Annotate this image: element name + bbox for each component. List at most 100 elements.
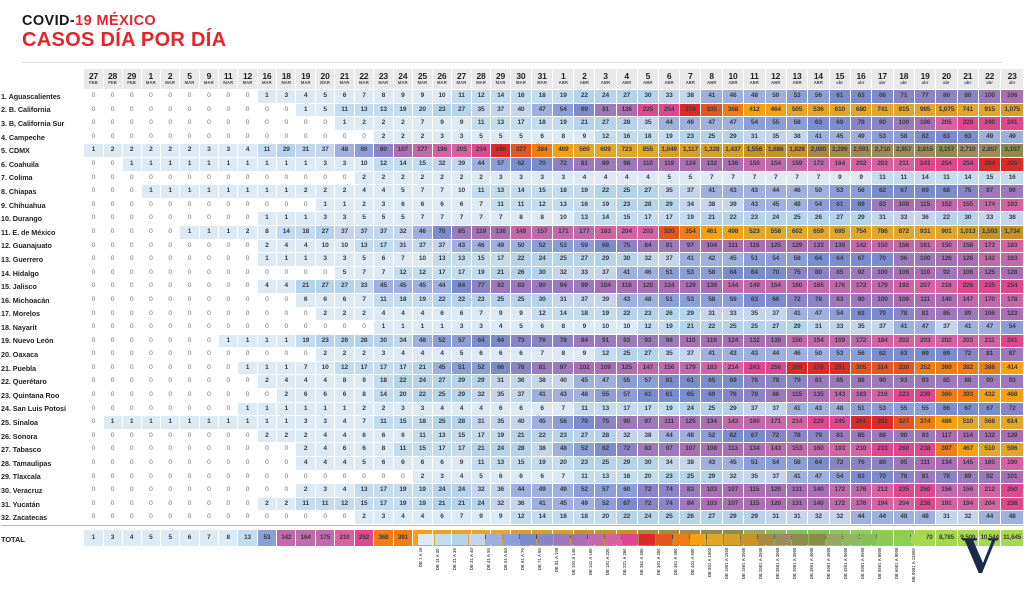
heatmap-cell: 83 xyxy=(637,443,658,457)
table-row: 30. Veracruz 0 0 0 0 0 0 0 0 0 0 0 2 3 4 13 17 19 19 24 24 32… xyxy=(1,484,1023,497)
heatmap-cell: 115 xyxy=(744,497,765,511)
legend-label: DE 11 A 20 xyxy=(435,548,440,570)
heatmap-cell: 0 xyxy=(265,268,269,276)
heatmap-cell: 0 xyxy=(149,404,153,412)
heatmap-cell: 1,556 xyxy=(744,144,765,157)
heatmap-cell: 58 xyxy=(701,293,722,307)
heatmap-cell: 241 xyxy=(914,157,936,171)
heatmap-cell: 77 xyxy=(914,90,936,103)
legend-item: DE 5501 A 6000 xyxy=(877,534,894,590)
heatmap-cell: 393 xyxy=(957,389,978,402)
column-header-month: abr xyxy=(900,80,908,86)
heatmap-cell: 0 xyxy=(245,323,250,331)
legend-item: DE 3501 A 4000 xyxy=(809,534,826,590)
heatmap-cell: 1,593 xyxy=(978,225,1001,239)
total-cell: 53 xyxy=(257,530,277,546)
heatmap-cell: 154 xyxy=(765,280,786,293)
heatmap-cell: 6 xyxy=(335,293,354,307)
heatmap-cell: 0 xyxy=(91,241,96,249)
column-header-month: ABR xyxy=(579,80,590,86)
heatmap-cell: 78 xyxy=(553,334,574,348)
heatmap-cell: 0 xyxy=(265,200,269,208)
column-header-day: 19 xyxy=(301,71,311,82)
heatmap-cell: 87 xyxy=(978,185,1001,198)
heatmap-cell: 16 xyxy=(574,198,595,212)
heatmap-cell: 203 xyxy=(957,334,978,348)
heatmap-cell: 2,299 xyxy=(829,144,850,157)
legend-item: DE 101 A 140 xyxy=(571,534,588,590)
column-header-day: 16 xyxy=(262,71,272,82)
heatmap-cell: 110 xyxy=(914,266,936,280)
legend-item: DE 2001 A 2500 xyxy=(758,534,775,590)
column-header: 23 MAR xyxy=(374,69,393,89)
heatmap-cell: 37 xyxy=(432,239,452,253)
heatmap-cell: 14 xyxy=(532,511,553,524)
heatmap-cell: 93 xyxy=(893,375,914,389)
heatmap-cell: 0 xyxy=(91,105,96,113)
heatmap-cell: 8 xyxy=(532,212,553,225)
heatmap-cell: 149 xyxy=(510,225,532,239)
heatmap-cell: 17 xyxy=(393,361,413,375)
heatmap-cell: 5 xyxy=(393,212,413,225)
heatmap-cell: 0 xyxy=(129,255,134,263)
heatmap-cell: 6 xyxy=(532,130,553,144)
heatmap-cell: 6 xyxy=(315,389,335,402)
heatmap-cell: 6 xyxy=(532,402,553,416)
heatmap-cell: 79 xyxy=(808,429,829,443)
heatmap-cell: 7 xyxy=(553,402,574,416)
heatmap-cell: 29 xyxy=(616,457,637,470)
column-header-day: 5 xyxy=(187,71,192,82)
heatmap-cell: 17 xyxy=(432,443,452,457)
heatmap-cell: 1 xyxy=(238,185,257,198)
heatmap-cell: 0 xyxy=(91,404,96,412)
legend-swatch xyxy=(894,534,910,545)
heatmap-cell: 250 xyxy=(914,484,936,497)
column-header-month: MAR xyxy=(261,80,272,86)
heatmap-cell: 7 xyxy=(765,171,786,185)
heatmap-cell: 0 xyxy=(91,187,96,195)
heatmap-cell: 0 xyxy=(168,132,172,140)
heatmap-cell: 18 xyxy=(637,130,658,144)
heatmap-cell: 4 xyxy=(335,484,354,497)
heatmap-cell: 52 xyxy=(574,443,595,457)
heatmap-cell: 15 xyxy=(510,457,532,470)
heatmap-cell: 680 xyxy=(850,103,872,117)
heatmap-cell: 9 xyxy=(452,457,471,470)
legend-label: DE 401 A 500 xyxy=(690,548,695,575)
heatmap-cell: 93 xyxy=(1001,375,1023,389)
heatmap-cell: 695 xyxy=(829,225,850,239)
header: COVID-19 MÉXICO CASOS DÍA POR DÍA xyxy=(0,0,1024,51)
legend-item: DE 3001 A 3500 xyxy=(792,534,809,590)
heatmap-cell: 100 xyxy=(978,90,1001,103)
heatmap-cell: 44 xyxy=(765,185,786,198)
heatmap-cell: 0 xyxy=(401,472,405,480)
table-row: 28. Tamaulipas 0 0 0 0 0 0 0 0 0 0 0 4 4 4 5 6 6 6 6 9 11 13 15… xyxy=(1,457,1023,470)
heatmap-cell: 161 xyxy=(914,239,936,253)
heatmap-cell: 4 xyxy=(637,171,658,185)
heatmap-cell: 0 xyxy=(129,241,134,249)
heatmap-cell: 41 xyxy=(532,497,553,511)
heatmap-cell: 81 xyxy=(808,375,829,389)
heatmap-cell: 1 xyxy=(199,225,218,239)
heatmap-cell: 64 xyxy=(744,266,765,280)
heatmap-cell: 203 xyxy=(637,225,658,239)
row-label: 19. Nuevo León xyxy=(1,336,54,346)
heatmap-cell: 53 xyxy=(786,90,808,103)
heatmap-cell: 45 xyxy=(413,280,432,293)
column-header: 8 ABR xyxy=(701,69,722,89)
heatmap-cell: 139 xyxy=(829,239,850,253)
heatmap-cell: 0 xyxy=(91,132,96,140)
heatmap-cell: 0 xyxy=(168,119,172,127)
heatmap-cell: 70 xyxy=(532,157,553,171)
heatmap-cell: 81 xyxy=(574,157,595,171)
legend-label: DE 61 A 70 xyxy=(520,548,525,570)
heatmap-cell: 28 xyxy=(616,117,637,130)
heatmap-cell: 0 xyxy=(110,92,115,99)
column-header-month: ABR xyxy=(813,80,824,86)
heatmap-cell: 7 xyxy=(452,511,471,524)
heatmap-cell: 0 xyxy=(207,105,211,113)
heatmap-cell: 25 xyxy=(786,212,808,225)
heatmap-cell: 88 xyxy=(957,375,978,389)
heatmap-cell: 31 xyxy=(786,511,808,524)
heatmap-cell: 31 xyxy=(471,416,491,429)
